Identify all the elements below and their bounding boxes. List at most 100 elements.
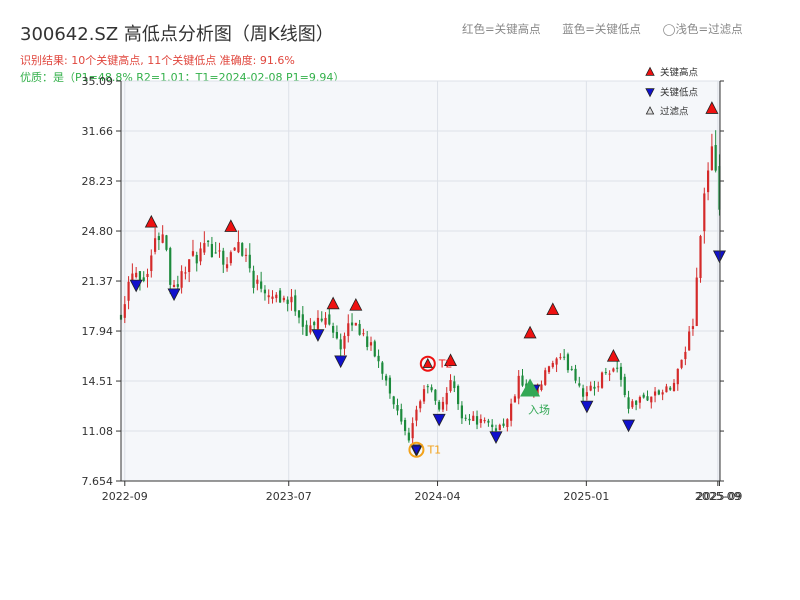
candle-body xyxy=(282,297,285,301)
candle-body xyxy=(699,236,702,279)
candle-body xyxy=(449,380,452,391)
candle-body xyxy=(381,362,384,374)
candle-body xyxy=(438,401,441,410)
candle-body xyxy=(188,259,191,273)
legend-high-icon xyxy=(645,66,655,76)
y-tick-label: 35.09 xyxy=(82,75,114,88)
y-tick-label: 17.94 xyxy=(82,325,114,338)
candle-body xyxy=(642,394,645,398)
candle-body xyxy=(157,236,160,241)
y-tick-label: 7.654 xyxy=(82,475,114,488)
candle-body xyxy=(260,281,263,289)
candle-body xyxy=(142,277,145,281)
t2-marker xyxy=(422,357,433,368)
candle-body xyxy=(627,397,630,409)
candle-body xyxy=(369,342,373,346)
candle-body xyxy=(600,372,604,388)
candle-body xyxy=(135,272,138,278)
candle-body xyxy=(214,252,217,254)
x-tick-label: 2023-07 xyxy=(266,490,312,503)
candle-body xyxy=(540,384,543,391)
blue-legend-text: 蓝色=关键低点 xyxy=(562,22,641,36)
candle-body xyxy=(328,314,331,325)
t1-circle xyxy=(408,441,425,458)
candle-body xyxy=(521,375,524,386)
candle-body xyxy=(464,417,467,419)
chart-title: 300642.SZ 高低点分析图（周K线图） xyxy=(20,24,334,45)
candle-body xyxy=(218,250,221,252)
candle-body xyxy=(407,432,410,441)
candle-body xyxy=(127,281,130,301)
candle-body xyxy=(706,170,710,193)
y-tick-label: 31.66 xyxy=(82,125,114,138)
candle-body xyxy=(714,144,717,171)
candle-body xyxy=(597,386,600,388)
entry-label: 入场 xyxy=(528,402,550,416)
candle-body xyxy=(494,428,498,431)
candle-body xyxy=(290,296,293,303)
candle-body xyxy=(430,387,433,391)
color-legend: 红色=关键高点 蓝色=关键低点 ◯浅色=过滤点 xyxy=(462,21,761,37)
candle-body xyxy=(589,385,592,391)
candle-body xyxy=(487,420,490,423)
candle-body xyxy=(559,357,562,359)
candle-body xyxy=(324,317,327,325)
candle-body xyxy=(267,295,270,298)
candle-body xyxy=(441,401,445,410)
candle-body xyxy=(619,366,623,380)
key-high-marker xyxy=(523,325,537,339)
entry-marker xyxy=(520,378,541,397)
y-tick-label: 28.23 xyxy=(82,175,114,188)
candle-body xyxy=(297,310,301,318)
candle-body xyxy=(513,396,517,403)
candle-body xyxy=(483,420,486,422)
axes: 7.654 11.08 14.51 17.94 21.37 24.80 28.23 31.66… xyxy=(82,75,743,503)
candle-body xyxy=(555,358,558,365)
candle-body xyxy=(400,409,403,422)
candle-body xyxy=(415,409,418,421)
candle-body xyxy=(343,335,346,349)
candle-body xyxy=(339,339,342,350)
candle-body xyxy=(320,318,323,321)
candle-body xyxy=(172,284,176,288)
candle-body xyxy=(263,289,267,294)
legend-low-icon xyxy=(645,88,655,98)
candle-body xyxy=(248,254,251,269)
candle-body xyxy=(354,322,357,326)
candle-body xyxy=(498,424,501,431)
candle-body xyxy=(445,392,448,405)
candle-body xyxy=(657,390,660,395)
candle-body xyxy=(305,324,308,336)
candle-body xyxy=(388,377,392,394)
candle-body xyxy=(638,397,642,403)
candle-body xyxy=(635,400,638,405)
candle-body xyxy=(506,419,509,428)
candle-body xyxy=(631,401,634,408)
key-low-marker xyxy=(580,400,594,414)
candle-body xyxy=(669,387,672,390)
candle-body xyxy=(688,331,691,351)
candle-body xyxy=(710,146,713,171)
candle-body xyxy=(313,322,316,326)
candle-body xyxy=(684,351,687,360)
candle-body xyxy=(252,270,255,288)
candle-body xyxy=(517,375,520,399)
candle-body xyxy=(362,333,365,335)
legend-label: 关键高点 xyxy=(660,67,699,79)
candle-body xyxy=(426,386,429,388)
key-low-marker xyxy=(334,355,348,369)
key-high-marker xyxy=(606,349,620,362)
candle-body xyxy=(434,389,437,401)
y-tick-label: 11.08 xyxy=(82,425,114,438)
candle-body xyxy=(286,299,289,304)
candle-body xyxy=(623,376,626,396)
candle-body xyxy=(244,254,248,256)
y-tick-label: 21.37 xyxy=(82,275,114,288)
key-low-marker xyxy=(311,329,325,342)
candle-body xyxy=(703,193,706,232)
candle-body xyxy=(176,284,179,287)
candle-body xyxy=(165,235,168,250)
candle-body xyxy=(616,367,619,369)
